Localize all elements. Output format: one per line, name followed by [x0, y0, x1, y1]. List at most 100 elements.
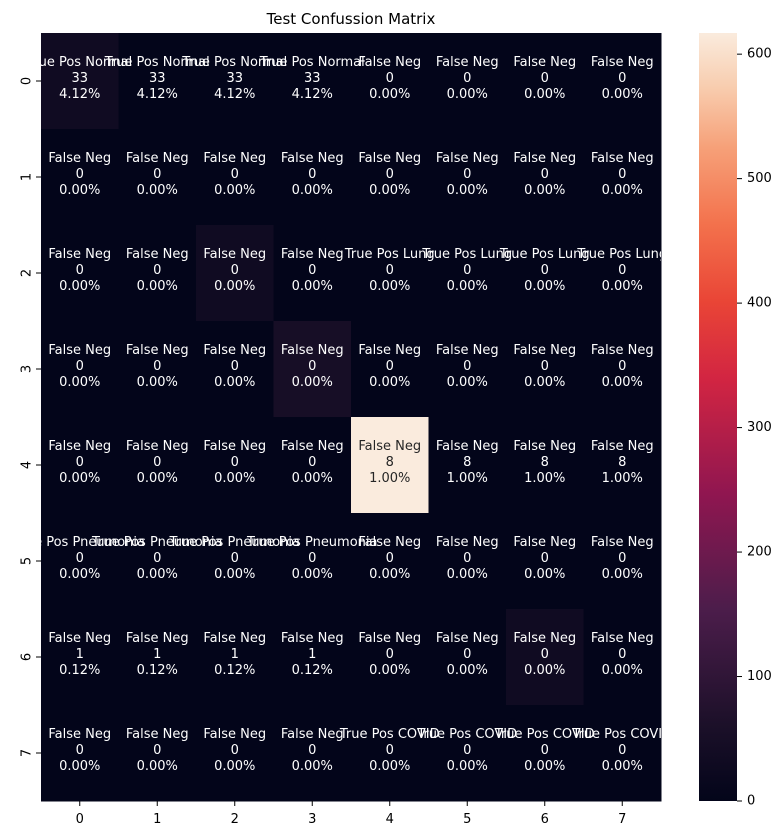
- cell-label-name: False Neg: [48, 631, 111, 646]
- cell-label-name: True Pos Lung: [344, 247, 435, 262]
- cell-label-count: 0: [541, 359, 549, 374]
- cell-label-name: False Neg: [281, 151, 344, 166]
- cell-label-count: 0: [386, 647, 394, 662]
- heatmap-cell: [506, 129, 584, 226]
- heatmap-cell: [583, 705, 662, 802]
- heatmap-cell: [583, 33, 662, 130]
- cell-label-name: False Neg: [48, 439, 111, 454]
- heatmap-cell: [351, 225, 429, 322]
- cell-label-count: 0: [76, 359, 84, 374]
- heatmap-cell: [583, 321, 662, 418]
- cell-label-percent: 0.00%: [59, 375, 100, 390]
- cell-label-percent: 0.00%: [292, 375, 333, 390]
- heatmap-cell: [351, 513, 429, 610]
- y-tick-label: 3: [20, 365, 35, 373]
- y-tick-label: 1: [20, 173, 35, 181]
- y-tick-label: 7: [20, 749, 35, 757]
- cell-label-name: False Neg: [126, 247, 189, 262]
- cell-label-name: False Neg: [513, 55, 576, 70]
- colorbar-tick-label: 400: [747, 296, 772, 311]
- cell-label-count: 0: [231, 359, 239, 374]
- cell-label-name: True Pos COVID: [416, 727, 517, 742]
- cell-label-name: False Neg: [513, 439, 576, 454]
- cell-label-percent: 0.00%: [524, 87, 565, 102]
- cell-label-percent: 0.00%: [524, 663, 565, 678]
- colorbar-tick-label: 200: [747, 545, 772, 560]
- heatmap-cell: [41, 705, 119, 802]
- cell-label-name: False Neg: [281, 631, 344, 646]
- x-tick-label: 3: [308, 812, 316, 827]
- cell-label-name: False Neg: [281, 727, 344, 742]
- heatmap-cell: [428, 609, 507, 706]
- cell-label-count: 0: [541, 263, 549, 278]
- cell-label-name: False Neg: [513, 535, 576, 550]
- cell-label-name: True Pos Normal: [104, 55, 210, 70]
- cell-label-percent: 0.00%: [59, 567, 100, 582]
- cell-label-percent: 0.00%: [137, 375, 178, 390]
- cell-label-count: 0: [463, 743, 471, 758]
- cell-label-percent: 0.00%: [59, 471, 100, 486]
- cell-label-percent: 1.00%: [602, 471, 643, 486]
- cell-label-count: 33: [226, 71, 243, 86]
- cell-label-count: 0: [463, 263, 471, 278]
- cell-label-name: False Neg: [591, 535, 654, 550]
- cell-label-percent: 0.00%: [447, 87, 488, 102]
- cell-label-percent: 0.00%: [214, 567, 255, 582]
- heatmap-cell: [506, 321, 584, 418]
- heatmap-cell: [273, 513, 352, 610]
- cell-label-percent: 0.00%: [214, 471, 255, 486]
- heatmap-cell: [506, 33, 584, 130]
- cell-label-percent: 0.00%: [292, 759, 333, 774]
- cell-label-count: 0: [618, 647, 626, 662]
- cell-label-percent: 0.00%: [369, 87, 410, 102]
- cell-label-count: 0: [463, 551, 471, 566]
- cell-label-percent: 0.00%: [369, 567, 410, 582]
- colorbar-gradient: [699, 33, 737, 801]
- heatmap-cell: [583, 225, 662, 322]
- cell-label-count: 8: [463, 455, 471, 470]
- cell-label-name: False Neg: [48, 727, 111, 742]
- heatmap-cell: [428, 513, 507, 610]
- cell-label-count: 1: [231, 647, 239, 662]
- heatmap-cell: [196, 609, 274, 706]
- cell-label-name: True Pos Normal: [259, 55, 365, 70]
- cell-label-percent: 0.00%: [447, 279, 488, 294]
- cell-label-name: False Neg: [48, 343, 111, 358]
- y-tick-label: 4: [20, 461, 35, 469]
- cell-label-name: False Neg: [358, 55, 421, 70]
- cell-label-count: 0: [153, 551, 161, 566]
- cell-label-name: False Neg: [436, 343, 499, 358]
- cell-label-percent: 0.00%: [59, 759, 100, 774]
- cell-label-percent: 0.00%: [292, 471, 333, 486]
- cell-label-name: False Neg: [436, 55, 499, 70]
- cell-label-percent: 0.00%: [137, 279, 178, 294]
- colorbar-tick-label: 300: [747, 420, 772, 435]
- cell-label-name: False Neg: [358, 439, 421, 454]
- cell-label-percent: 0.00%: [524, 375, 565, 390]
- cell-label-name: True Pos Lung: [499, 247, 590, 262]
- cell-label-name: False Neg: [126, 439, 189, 454]
- heatmap-cell: [273, 705, 352, 802]
- cell-label-percent: 1.00%: [369, 471, 410, 486]
- cell-label-count: 0: [541, 647, 549, 662]
- heatmap-cell: [196, 705, 274, 802]
- cell-label-count: 0: [308, 743, 316, 758]
- colorbar-tick-label: 600: [747, 47, 772, 62]
- cell-label-percent: 0.00%: [447, 183, 488, 198]
- cell-label-name: False Neg: [203, 727, 266, 742]
- cell-label-name: False Neg: [126, 631, 189, 646]
- cell-label-name: True Pos Lung: [421, 247, 512, 262]
- cell-label-count: 0: [308, 167, 316, 182]
- heatmap-cell: [428, 417, 507, 514]
- cell-label-percent: 0.00%: [292, 183, 333, 198]
- cell-label-percent: 0.00%: [369, 183, 410, 198]
- heatmap-cell: [41, 33, 119, 130]
- colorbar-ticks: 0 100 200 300 400 500 600: [737, 47, 772, 809]
- cell-label-count: 0: [231, 551, 239, 566]
- heatmap-cells: [41, 33, 662, 802]
- cell-label-count: 0: [618, 359, 626, 374]
- heatmap-cell: [583, 417, 662, 514]
- cell-label-name: False Neg: [436, 439, 499, 454]
- cell-label-count: 0: [231, 263, 239, 278]
